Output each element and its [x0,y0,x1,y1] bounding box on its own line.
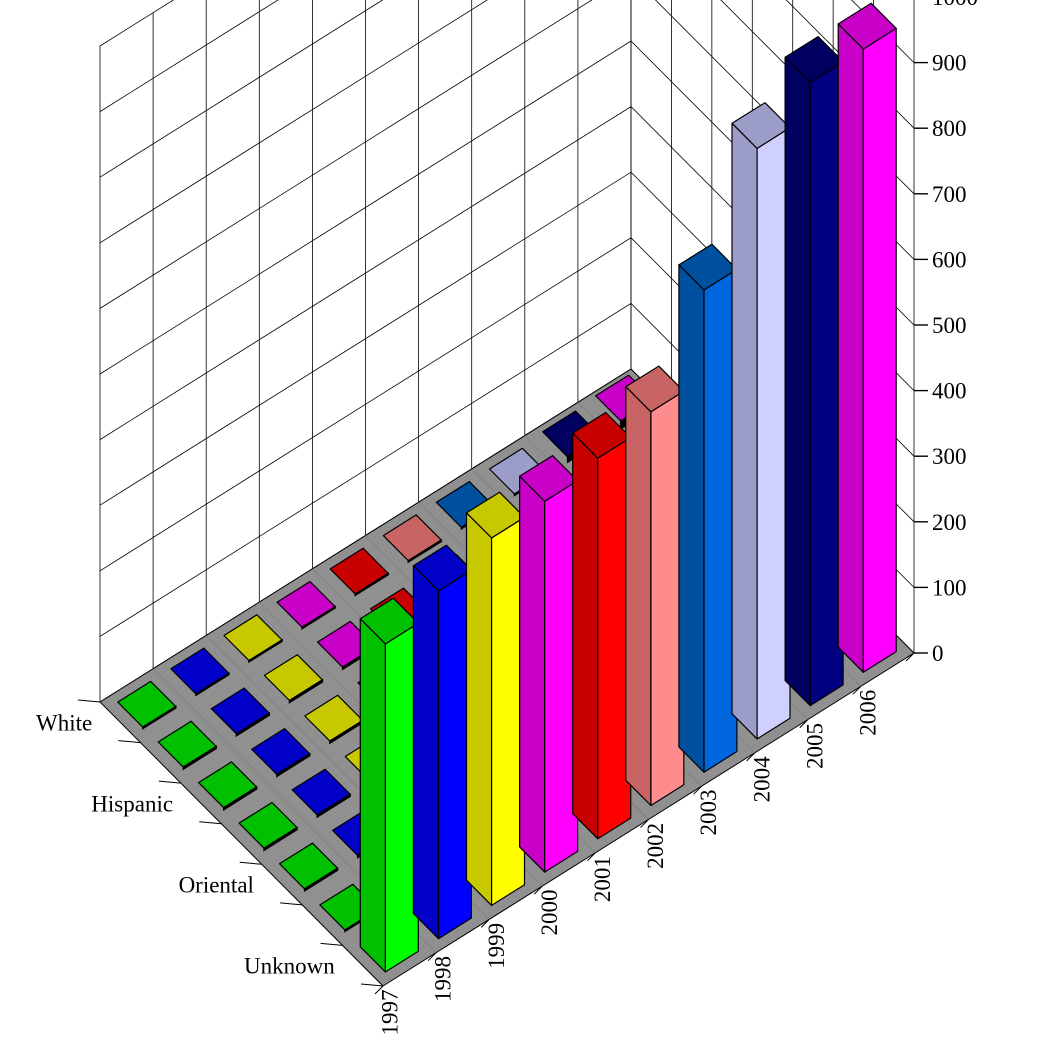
y-tick-label: Oriental [179,873,254,898]
bar-side [626,387,651,806]
bar-side [573,433,598,839]
z-tick-label: 200 [932,510,967,535]
x-tick-label: 2004 [749,756,774,803]
bar-side [785,57,810,705]
y-tick [240,862,262,864]
x-tick-label: 2002 [643,823,668,869]
bar-2001-0 [573,413,631,839]
z-tick-label: 100 [932,575,967,600]
y-tick [78,700,100,702]
bar-1997-0 [360,598,418,972]
x-tick-label: 1999 [484,923,509,969]
y-tick-label: Hispanic [91,791,173,816]
y-tick [361,984,383,986]
y-tick [118,741,140,743]
bar-side [520,476,545,872]
bar-side [467,513,492,906]
z-tick-label: 500 [932,313,967,338]
bar-2004-0 [732,103,790,739]
z-tick-label: 1000 [932,0,978,10]
bar-2000-0 [520,456,578,872]
bar-2005-0 [785,37,843,706]
x-tick-label: 2005 [802,723,827,769]
z-tick-label: 300 [932,444,967,469]
bar-side [413,566,438,939]
z-tick-label: 800 [932,116,967,141]
y-tick [321,943,343,945]
z-tick-label: 900 [932,51,967,76]
x-tick-label: 2000 [537,890,562,936]
y-tick [199,822,221,824]
bar-1999-0 [467,492,525,905]
z-tick-label: 600 [932,247,967,272]
bar-front [863,28,896,672]
bar-side [360,619,385,972]
x-tick-label: 1998 [431,956,456,1002]
bar-2003-0 [679,244,737,772]
bar-2006-0 [838,3,896,672]
x-tick-label: 1997 [378,989,403,1035]
y-tick-label: Unknown [244,954,335,979]
z-tick-label: 400 [932,379,967,404]
bar-1998-0 [413,545,471,939]
x-tick-label: 2001 [590,856,615,902]
x-tick-label: 2003 [696,790,721,836]
bar-2002-0 [626,366,684,805]
y-tick-label: White [36,710,92,735]
z-tick-label: 0 [932,641,944,666]
x-tick-label: 2006 [855,690,880,736]
z-tick-label: 700 [932,182,967,207]
y-tick [280,903,302,905]
bar-side [838,24,863,672]
y-tick [159,781,181,783]
bar-side [732,123,757,739]
bar-side [679,265,704,772]
